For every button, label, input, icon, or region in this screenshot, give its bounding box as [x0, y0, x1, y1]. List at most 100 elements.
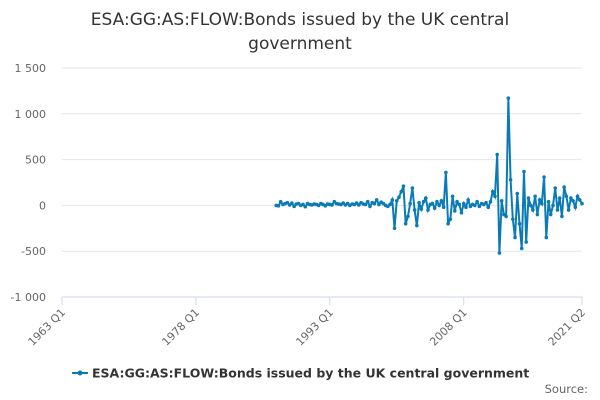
y-tick-label: 500 — [25, 154, 46, 167]
point — [508, 177, 513, 182]
point — [540, 201, 544, 206]
point — [562, 185, 566, 189]
point — [473, 203, 477, 208]
point — [575, 194, 580, 199]
point — [452, 209, 457, 213]
point — [537, 198, 542, 202]
point — [580, 201, 584, 206]
point — [372, 201, 377, 206]
point — [276, 204, 281, 208]
point — [415, 223, 419, 228]
point — [557, 196, 562, 200]
point — [569, 196, 573, 200]
x-tick-label: 1993 Q1 — [293, 306, 336, 349]
point — [363, 202, 368, 207]
point — [399, 189, 404, 194]
point — [457, 202, 462, 207]
point — [401, 184, 406, 188]
point — [528, 203, 533, 208]
point — [488, 199, 493, 204]
point — [515, 191, 520, 196]
point — [548, 212, 553, 217]
point — [544, 235, 549, 240]
point — [390, 198, 395, 202]
point — [553, 186, 558, 190]
point — [408, 201, 412, 206]
point — [490, 189, 495, 194]
point — [464, 205, 468, 210]
point — [417, 200, 421, 205]
point — [484, 200, 488, 205]
point — [374, 198, 379, 202]
point — [566, 208, 571, 212]
point — [493, 194, 497, 199]
point — [459, 210, 464, 215]
point — [426, 208, 430, 212]
point — [406, 214, 410, 219]
point — [531, 208, 535, 212]
point — [368, 204, 372, 209]
point — [392, 226, 397, 231]
x-tick-label: 1978 Q1 — [159, 306, 202, 349]
point — [517, 221, 522, 226]
point — [533, 194, 537, 199]
y-tick-label: 0 — [39, 199, 46, 212]
point — [511, 217, 515, 221]
point — [551, 203, 555, 208]
point — [486, 205, 491, 210]
point — [444, 170, 448, 175]
point — [448, 217, 453, 221]
point — [430, 201, 435, 206]
point — [522, 169, 526, 174]
series-line — [276, 98, 583, 254]
point — [432, 206, 437, 210]
y-tick-label: -500 — [21, 245, 46, 258]
point — [524, 240, 529, 244]
point — [377, 202, 381, 207]
point — [303, 204, 308, 209]
y-tick-label: -1 000 — [11, 291, 46, 304]
point — [357, 203, 361, 207]
point — [388, 202, 392, 207]
point — [365, 199, 370, 204]
point — [497, 251, 502, 255]
x-tick-label: 2021 Q2 — [546, 306, 589, 349]
point — [577, 198, 582, 202]
point — [423, 196, 428, 200]
point — [535, 212, 540, 217]
point — [475, 199, 479, 204]
point — [564, 194, 569, 199]
legend-marker — [77, 370, 83, 376]
point — [573, 205, 578, 210]
point — [450, 194, 455, 199]
point — [278, 199, 283, 204]
x-tick-label: 2008 Q1 — [427, 306, 470, 349]
point — [412, 208, 417, 212]
point — [290, 201, 294, 205]
point — [421, 199, 426, 204]
y-tick-label: 1 000 — [15, 108, 47, 121]
legend-label: ESA:GG:AS:FLOW:Bonds issued by the UK ce… — [92, 366, 529, 381]
y-tick-label: 1 500 — [15, 62, 47, 75]
point — [435, 199, 439, 204]
point — [461, 201, 466, 206]
point — [477, 204, 482, 209]
point — [403, 221, 408, 226]
point — [519, 246, 524, 251]
point — [455, 199, 459, 204]
point — [504, 214, 508, 219]
point — [560, 214, 564, 219]
point — [439, 199, 444, 203]
point — [330, 203, 334, 207]
point — [546, 199, 551, 204]
chart-title: ESA:GG:AS:FLOW:Bonds issued by the UK ce… — [90, 10, 510, 54]
point — [410, 186, 415, 190]
point — [301, 202, 305, 207]
point — [499, 199, 504, 203]
point — [466, 198, 470, 202]
point — [394, 199, 399, 203]
point — [542, 175, 546, 179]
x-tick-label: 1963 Q1 — [26, 306, 69, 349]
point — [571, 199, 575, 203]
